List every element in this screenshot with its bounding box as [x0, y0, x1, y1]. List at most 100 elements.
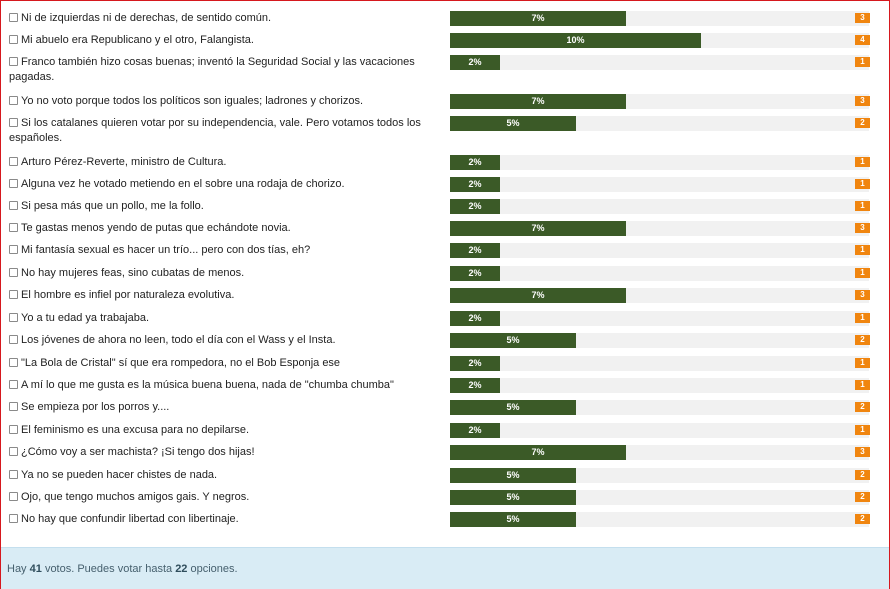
option-checkbox[interactable]	[9, 223, 18, 232]
poll-option[interactable]: Franco también hizo cosas buenas; invent…	[9, 55, 435, 85]
result-bar-fill: 2%	[450, 177, 500, 192]
option-checkbox[interactable]	[9, 470, 18, 479]
result-bar-fill: 2%	[450, 423, 500, 438]
result-bar-track: 5%	[450, 512, 869, 527]
result-bar-fill: 5%	[450, 333, 576, 348]
vote-count-badge: 2	[855, 402, 870, 412]
result-bar-track: 10%	[450, 33, 869, 48]
poll-option[interactable]: "La Bola de Cristal" sí que era rompedor…	[9, 356, 435, 371]
poll-summary: Hay 41 votos. Puedes votar hasta 22 opci…	[7, 563, 238, 575]
poll-option[interactable]: Ya no se pueden hacer chistes de nada.	[9, 468, 435, 483]
result-bar-fill: 10%	[450, 33, 701, 48]
result-bar-fill: 2%	[450, 356, 500, 371]
poll-option[interactable]: No hay mujeres feas, sino cubatas de men…	[9, 266, 435, 281]
poll-option[interactable]: Alguna vez he votado metiendo en el sobr…	[9, 177, 435, 192]
vote-count-badge: 1	[855, 245, 870, 255]
option-label: No hay mujeres feas, sino cubatas de men…	[21, 267, 245, 279]
poll-option[interactable]: Ojo, que tengo muchos amigos gais. Y neg…	[9, 490, 435, 505]
result-bar-fill: 7%	[450, 445, 626, 460]
option-checkbox[interactable]	[9, 245, 18, 254]
result-bar-fill: 2%	[450, 55, 500, 70]
option-checkbox[interactable]	[9, 96, 18, 105]
result-bar-track: 2%	[450, 155, 869, 170]
result-bar-track: 2%	[450, 55, 869, 70]
option-checkbox[interactable]	[9, 358, 18, 367]
poll-option[interactable]: Ni de izquierdas ni de derechas, de sent…	[9, 11, 435, 26]
result-bar-track: 5%	[450, 468, 869, 483]
poll-option[interactable]: El feminismo es una excusa para no depil…	[9, 423, 435, 438]
poll-option[interactable]: Te gastas menos yendo de putas que echán…	[9, 221, 435, 236]
option-label: Ojo, que tengo muchos amigos gais. Y neg…	[21, 491, 250, 503]
max-options: 22	[175, 563, 188, 575]
result-bar-fill: 7%	[450, 11, 626, 26]
option-checkbox[interactable]	[9, 492, 18, 501]
option-label: No hay que confundir libertad con libert…	[21, 513, 239, 525]
poll-option[interactable]: El hombre es infiel por naturaleza evolu…	[9, 288, 435, 303]
vote-count-badge: 1	[855, 380, 870, 390]
option-label: Ya no se pueden hacer chistes de nada.	[21, 469, 218, 481]
poll-option[interactable]: Si pesa más que un pollo, me la follo.	[9, 199, 435, 214]
option-label: Mi abuelo era Republicano y el otro, Fal…	[21, 34, 254, 46]
option-checkbox[interactable]	[9, 57, 18, 66]
option-checkbox[interactable]	[9, 447, 18, 456]
result-bar-track: 7%	[450, 11, 869, 26]
option-label: Yo a tu edad ya trabajaba.	[21, 312, 150, 324]
option-checkbox[interactable]	[9, 201, 18, 210]
summary-suffix: opciones.	[190, 563, 238, 575]
vote-count-badge: 3	[855, 223, 870, 233]
poll-option[interactable]: ¿Cómo voy a ser machista? ¡Si tengo dos …	[9, 445, 435, 460]
vote-count-badge: 3	[855, 96, 870, 106]
result-bar-track: 5%	[450, 400, 869, 415]
option-label: Los jóvenes de ahora no leen, todo el dí…	[21, 334, 336, 346]
option-checkbox[interactable]	[9, 402, 18, 411]
option-checkbox[interactable]	[9, 157, 18, 166]
option-checkbox[interactable]	[9, 380, 18, 389]
total-votes: 41	[29, 563, 42, 575]
result-bar-fill: 5%	[450, 468, 576, 483]
option-checkbox[interactable]	[9, 514, 18, 523]
result-bar-fill: 2%	[450, 378, 500, 393]
poll-option[interactable]: Yo a tu edad ya trabajaba.	[9, 311, 435, 326]
poll-option[interactable]: Mi fantasía sexual es hacer un trío... p…	[9, 243, 435, 258]
option-checkbox[interactable]	[9, 179, 18, 188]
poll-option[interactable]: Arturo Pérez-Reverte, ministro de Cultur…	[9, 155, 435, 170]
option-checkbox[interactable]	[9, 313, 18, 322]
option-label: Se empieza por los porros y....	[21, 401, 170, 413]
poll-option[interactable]: No hay que confundir libertad con libert…	[9, 512, 435, 527]
result-bar-track: 7%	[450, 288, 869, 303]
poll-option[interactable]: Se empieza por los porros y....	[9, 400, 435, 415]
poll-footer: Hay 41 votos. Puedes votar hasta 22 opci…	[1, 547, 889, 589]
option-checkbox[interactable]	[9, 13, 18, 22]
poll-option[interactable]: Mi abuelo era Republicano y el otro, Fal…	[9, 33, 435, 48]
result-bar-fill: 5%	[450, 116, 576, 131]
vote-count-badge: 2	[855, 514, 870, 524]
vote-count-badge: 1	[855, 201, 870, 211]
vote-count-badge: 2	[855, 492, 870, 502]
poll-option[interactable]: Los jóvenes de ahora no leen, todo el dí…	[9, 333, 435, 348]
summary-prefix: Hay	[7, 563, 27, 575]
vote-count-badge: 3	[855, 13, 870, 23]
poll-option[interactable]: Yo no voto porque todos los políticos so…	[9, 94, 435, 109]
option-label: El feminismo es una excusa para no depil…	[21, 424, 250, 436]
option-checkbox[interactable]	[9, 118, 18, 127]
result-bar-track: 2%	[450, 423, 869, 438]
result-bar-fill: 2%	[450, 243, 500, 258]
option-checkbox[interactable]	[9, 425, 18, 434]
option-checkbox[interactable]	[9, 290, 18, 299]
result-bar-track: 2%	[450, 378, 869, 393]
option-checkbox[interactable]	[9, 268, 18, 277]
result-bar-track: 5%	[450, 116, 869, 131]
result-bar-fill: 7%	[450, 288, 626, 303]
vote-count-badge: 1	[855, 425, 870, 435]
option-label: Si los catalanes quieren votar por su in…	[9, 117, 421, 144]
poll-option[interactable]: Si los catalanes quieren votar por su in…	[9, 116, 435, 146]
option-label: Alguna vez he votado metiendo en el sobr…	[21, 178, 345, 190]
vote-count-badge: 2	[855, 118, 870, 128]
option-checkbox[interactable]	[9, 35, 18, 44]
option-checkbox[interactable]	[9, 335, 18, 344]
vote-count-badge: 1	[855, 57, 870, 67]
option-label: Yo no voto porque todos los políticos so…	[21, 95, 364, 107]
result-bar-fill: 2%	[450, 155, 500, 170]
poll-option[interactable]: A mí lo que me gusta es la música buena …	[9, 378, 435, 393]
result-bar-fill: 5%	[450, 400, 576, 415]
